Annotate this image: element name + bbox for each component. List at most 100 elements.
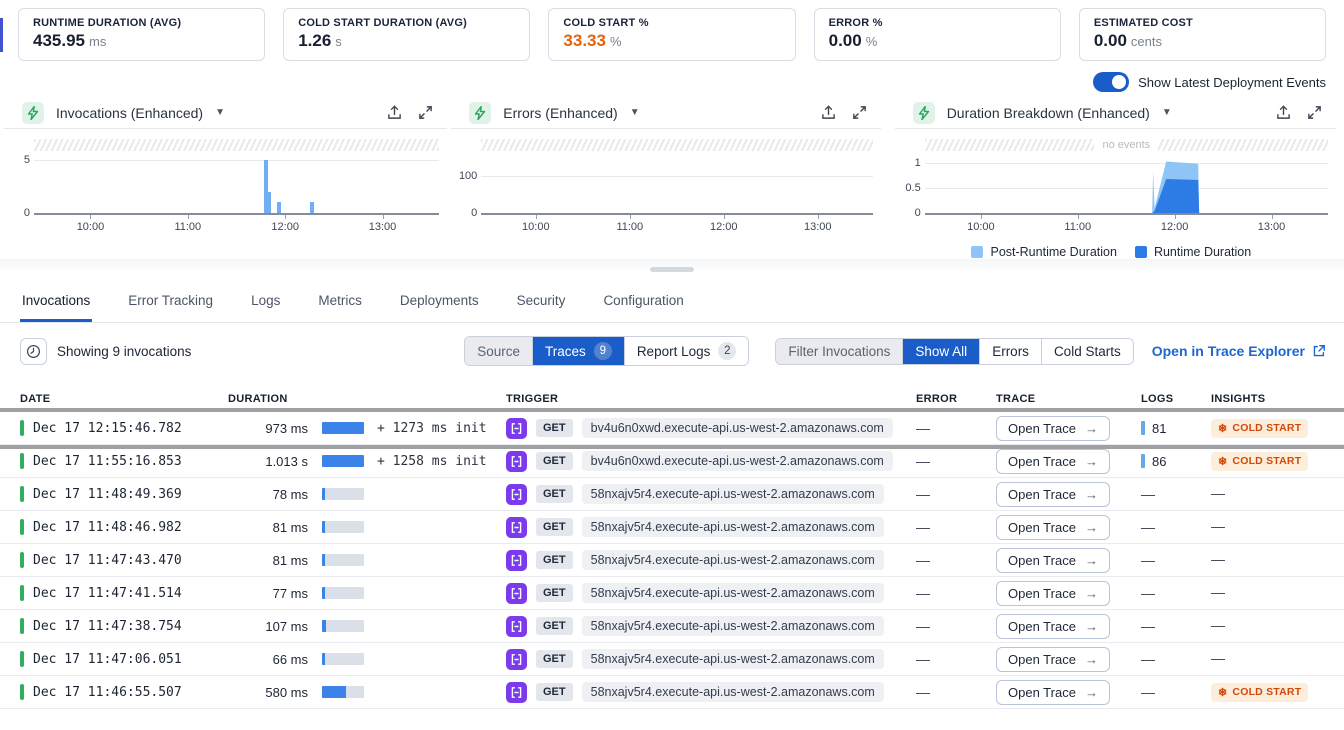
insights-cell: ❄COLD START bbox=[1211, 419, 1344, 438]
logs-cell: — bbox=[1141, 519, 1211, 535]
expand-icon[interactable] bbox=[418, 105, 433, 120]
logs-count: 86 bbox=[1152, 454, 1166, 469]
open-trace-button[interactable]: Open Trace→ bbox=[996, 614, 1110, 639]
invocation-date: Dec 17 11:47:43.470 bbox=[33, 553, 182, 568]
chart-plot-area: 0100 bbox=[481, 157, 872, 215]
legend-swatch bbox=[1135, 246, 1147, 258]
duration-value: 77 ms bbox=[228, 586, 308, 601]
open-trace-button[interactable]: Open Trace→ bbox=[996, 647, 1110, 672]
expand-icon[interactable] bbox=[852, 105, 867, 120]
insights-cell: — bbox=[1211, 584, 1344, 602]
logs-cell: — bbox=[1141, 486, 1211, 502]
table-row[interactable]: Dec 17 11:47:06.05166 msGET58nxajv5r4.ex… bbox=[0, 643, 1344, 676]
col-header-logs: LOGS bbox=[1141, 393, 1211, 405]
export-icon[interactable] bbox=[821, 105, 836, 120]
chevron-down-icon[interactable]: ▼ bbox=[215, 107, 225, 118]
expand-icon[interactable] bbox=[1307, 105, 1322, 120]
duration-bar bbox=[322, 653, 364, 665]
export-icon[interactable] bbox=[387, 105, 402, 120]
traces-button[interactable]: Traces9 bbox=[532, 337, 624, 365]
trigger-host: 58nxajv5r4.execute-api.us-west-2.amazona… bbox=[582, 649, 884, 669]
api-gateway-icon bbox=[506, 682, 527, 703]
table-row[interactable]: Dec 17 11:46:55.507580 msGET58nxajv5r4.e… bbox=[0, 676, 1344, 709]
error-cell: — bbox=[916, 684, 996, 700]
tab-metrics[interactable]: Metrics bbox=[316, 287, 364, 322]
show-deployment-events-toggle[interactable] bbox=[1093, 72, 1129, 92]
tab-configuration[interactable]: Configuration bbox=[601, 287, 685, 322]
tab-logs[interactable]: Logs bbox=[249, 287, 282, 322]
time-range-button[interactable] bbox=[20, 338, 47, 365]
status-indicator bbox=[20, 585, 24, 601]
chart-header: Invocations (Enhanced) ▼ bbox=[4, 97, 447, 129]
open-trace-button[interactable]: Open Trace→ bbox=[996, 416, 1110, 441]
duration-value: 81 ms bbox=[228, 520, 308, 535]
errors-filter-button[interactable]: Errors bbox=[979, 339, 1041, 364]
invocation-date: Dec 17 11:48:46.982 bbox=[33, 520, 182, 535]
open-trace-button[interactable]: Open Trace→ bbox=[996, 548, 1110, 573]
open-in-trace-explorer-link[interactable]: Open in Trace Explorer bbox=[1152, 343, 1326, 359]
open-trace-button[interactable]: Open Trace→ bbox=[996, 449, 1110, 474]
table-row[interactable]: Dec 17 11:47:38.754107 msGET58nxajv5r4.e… bbox=[0, 610, 1344, 643]
table-row[interactable]: Dec 17 11:55:16.8531.013 s+ 1258 ms init… bbox=[0, 445, 1344, 478]
error-cell: — bbox=[916, 486, 996, 502]
metric-cards-row: RUNTIME DURATION (AVG) 435.95ms COLD STA… bbox=[0, 0, 1344, 61]
legend-swatch bbox=[971, 246, 983, 258]
http-method-badge: GET bbox=[536, 683, 573, 701]
chevron-down-icon[interactable]: ▼ bbox=[1162, 107, 1172, 118]
tab-bar: Invocations Error Tracking Logs Metrics … bbox=[0, 281, 1344, 323]
duration-bar bbox=[322, 686, 364, 698]
invocation-date: Dec 17 11:48:49.369 bbox=[33, 487, 182, 502]
table-row[interactable]: Dec 17 12:15:46.782973 ms+ 1273 ms initG… bbox=[0, 412, 1344, 445]
trigger-host: 58nxajv5r4.execute-api.us-west-2.amazona… bbox=[582, 484, 884, 504]
lightning-bolt-icon bbox=[22, 102, 44, 124]
tab-security[interactable]: Security bbox=[515, 287, 568, 322]
api-gateway-icon bbox=[506, 517, 527, 538]
chevron-down-icon[interactable]: ▼ bbox=[630, 107, 640, 118]
table-row[interactable]: Dec 17 11:48:46.98281 msGET58nxajv5r4.ex… bbox=[0, 511, 1344, 544]
tab-error-tracking[interactable]: Error Tracking bbox=[126, 287, 215, 322]
status-indicator bbox=[20, 519, 24, 535]
logs-cell: — bbox=[1141, 684, 1211, 700]
metric-value: 0.00 bbox=[1094, 31, 1127, 50]
error-cell: — bbox=[916, 552, 996, 568]
resize-handle[interactable] bbox=[650, 267, 694, 272]
table-row[interactable]: Dec 17 11:47:43.47081 msGET58nxajv5r4.ex… bbox=[0, 544, 1344, 577]
duration-breakdown-chart-panel: Duration Breakdown (Enhanced) ▼ no event… bbox=[895, 97, 1336, 259]
tab-invocations[interactable]: Invocations bbox=[20, 287, 92, 322]
arrow-right-icon: → bbox=[1085, 619, 1098, 634]
status-indicator bbox=[20, 486, 24, 502]
chart-title-dropdown[interactable]: Errors (Enhanced) bbox=[503, 105, 617, 121]
logs-cell: — bbox=[1141, 585, 1211, 601]
open-trace-button[interactable]: Open Trace→ bbox=[996, 680, 1110, 705]
show-all-button[interactable]: Show All bbox=[902, 339, 979, 364]
metric-card-estimated-cost: ESTIMATED COST 0.00cents bbox=[1079, 8, 1326, 61]
table-body: Dec 17 12:15:46.782973 ms+ 1273 ms initG… bbox=[0, 412, 1344, 709]
table-row[interactable]: Dec 17 11:48:49.36978 msGET58nxajv5r4.ex… bbox=[0, 478, 1344, 511]
status-indicator bbox=[20, 552, 24, 568]
col-header-insights: INSIGHTS bbox=[1211, 393, 1344, 405]
error-cell: — bbox=[916, 420, 996, 436]
duration-value: 1.013 s bbox=[228, 454, 308, 469]
export-icon[interactable] bbox=[1276, 105, 1291, 120]
tab-deployments[interactable]: Deployments bbox=[398, 287, 481, 322]
trigger-host: 58nxajv5r4.execute-api.us-west-2.amazona… bbox=[582, 583, 884, 603]
source-button[interactable]: Source bbox=[465, 337, 532, 365]
x-axis-ticks: 10:0011:0012:0013:00 bbox=[925, 215, 1328, 237]
http-method-badge: GET bbox=[536, 419, 573, 437]
source-segmented-control: Source Traces9 Report Logs2 bbox=[464, 336, 749, 366]
trigger-host: 58nxajv5r4.execute-api.us-west-2.amazona… bbox=[582, 682, 884, 702]
http-method-badge: GET bbox=[536, 551, 573, 569]
cold-starts-filter-button[interactable]: Cold Starts bbox=[1041, 339, 1133, 364]
open-trace-button[interactable]: Open Trace→ bbox=[996, 581, 1110, 606]
open-trace-button[interactable]: Open Trace→ bbox=[996, 515, 1110, 540]
trigger-host: 58nxajv5r4.execute-api.us-west-2.amazona… bbox=[582, 616, 884, 636]
chart-title-dropdown[interactable]: Invocations (Enhanced) bbox=[56, 105, 203, 121]
invocations-toolbar: Showing 9 invocations Source Traces9 Rep… bbox=[0, 323, 1344, 378]
chart-title-dropdown[interactable]: Duration Breakdown (Enhanced) bbox=[947, 105, 1150, 121]
showing-invocations-text: Showing 9 invocations bbox=[57, 344, 191, 359]
report-logs-button[interactable]: Report Logs2 bbox=[624, 337, 749, 365]
table-row[interactable]: Dec 17 11:47:41.51477 msGET58nxajv5r4.ex… bbox=[0, 577, 1344, 610]
open-trace-button[interactable]: Open Trace→ bbox=[996, 482, 1110, 507]
chart-body: 05 10:0011:0012:0013:00 bbox=[4, 129, 447, 237]
metric-label: ERROR % bbox=[829, 17, 1046, 29]
